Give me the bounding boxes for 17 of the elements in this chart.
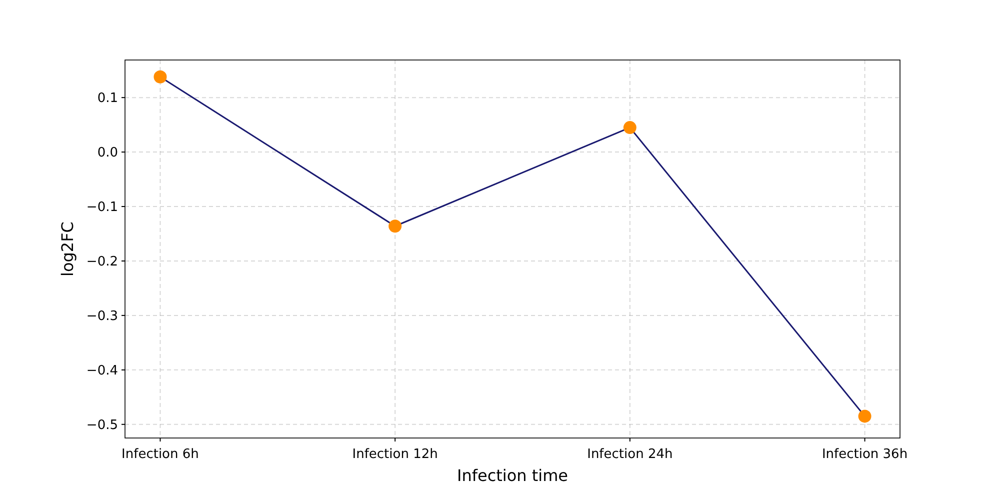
x-axis-title: Infection time: [456, 466, 568, 485]
y-tick-label: 0.1: [97, 91, 118, 106]
y-tick-label: −0.1: [86, 200, 118, 216]
point: [388, 220, 402, 233]
point: [154, 70, 167, 84]
x-tick-label: Infection 24h: [587, 447, 673, 462]
y-tick-label: −0.4: [86, 363, 118, 378]
y-tick-label: −0.5: [86, 418, 118, 433]
x-tick-label: Infection 36h: [822, 447, 908, 462]
y-tick-label: −0.2: [86, 254, 118, 270]
point: [858, 410, 872, 423]
point: [623, 121, 636, 134]
x-tick-label: Infection 12h: [352, 447, 438, 462]
x-tick-label: Infection 6h: [122, 447, 199, 462]
y-tick-label: −0.3: [86, 309, 118, 324]
y-axis-title: log2FC: [58, 222, 77, 276]
y-tick-label: 0.0: [97, 146, 118, 161]
